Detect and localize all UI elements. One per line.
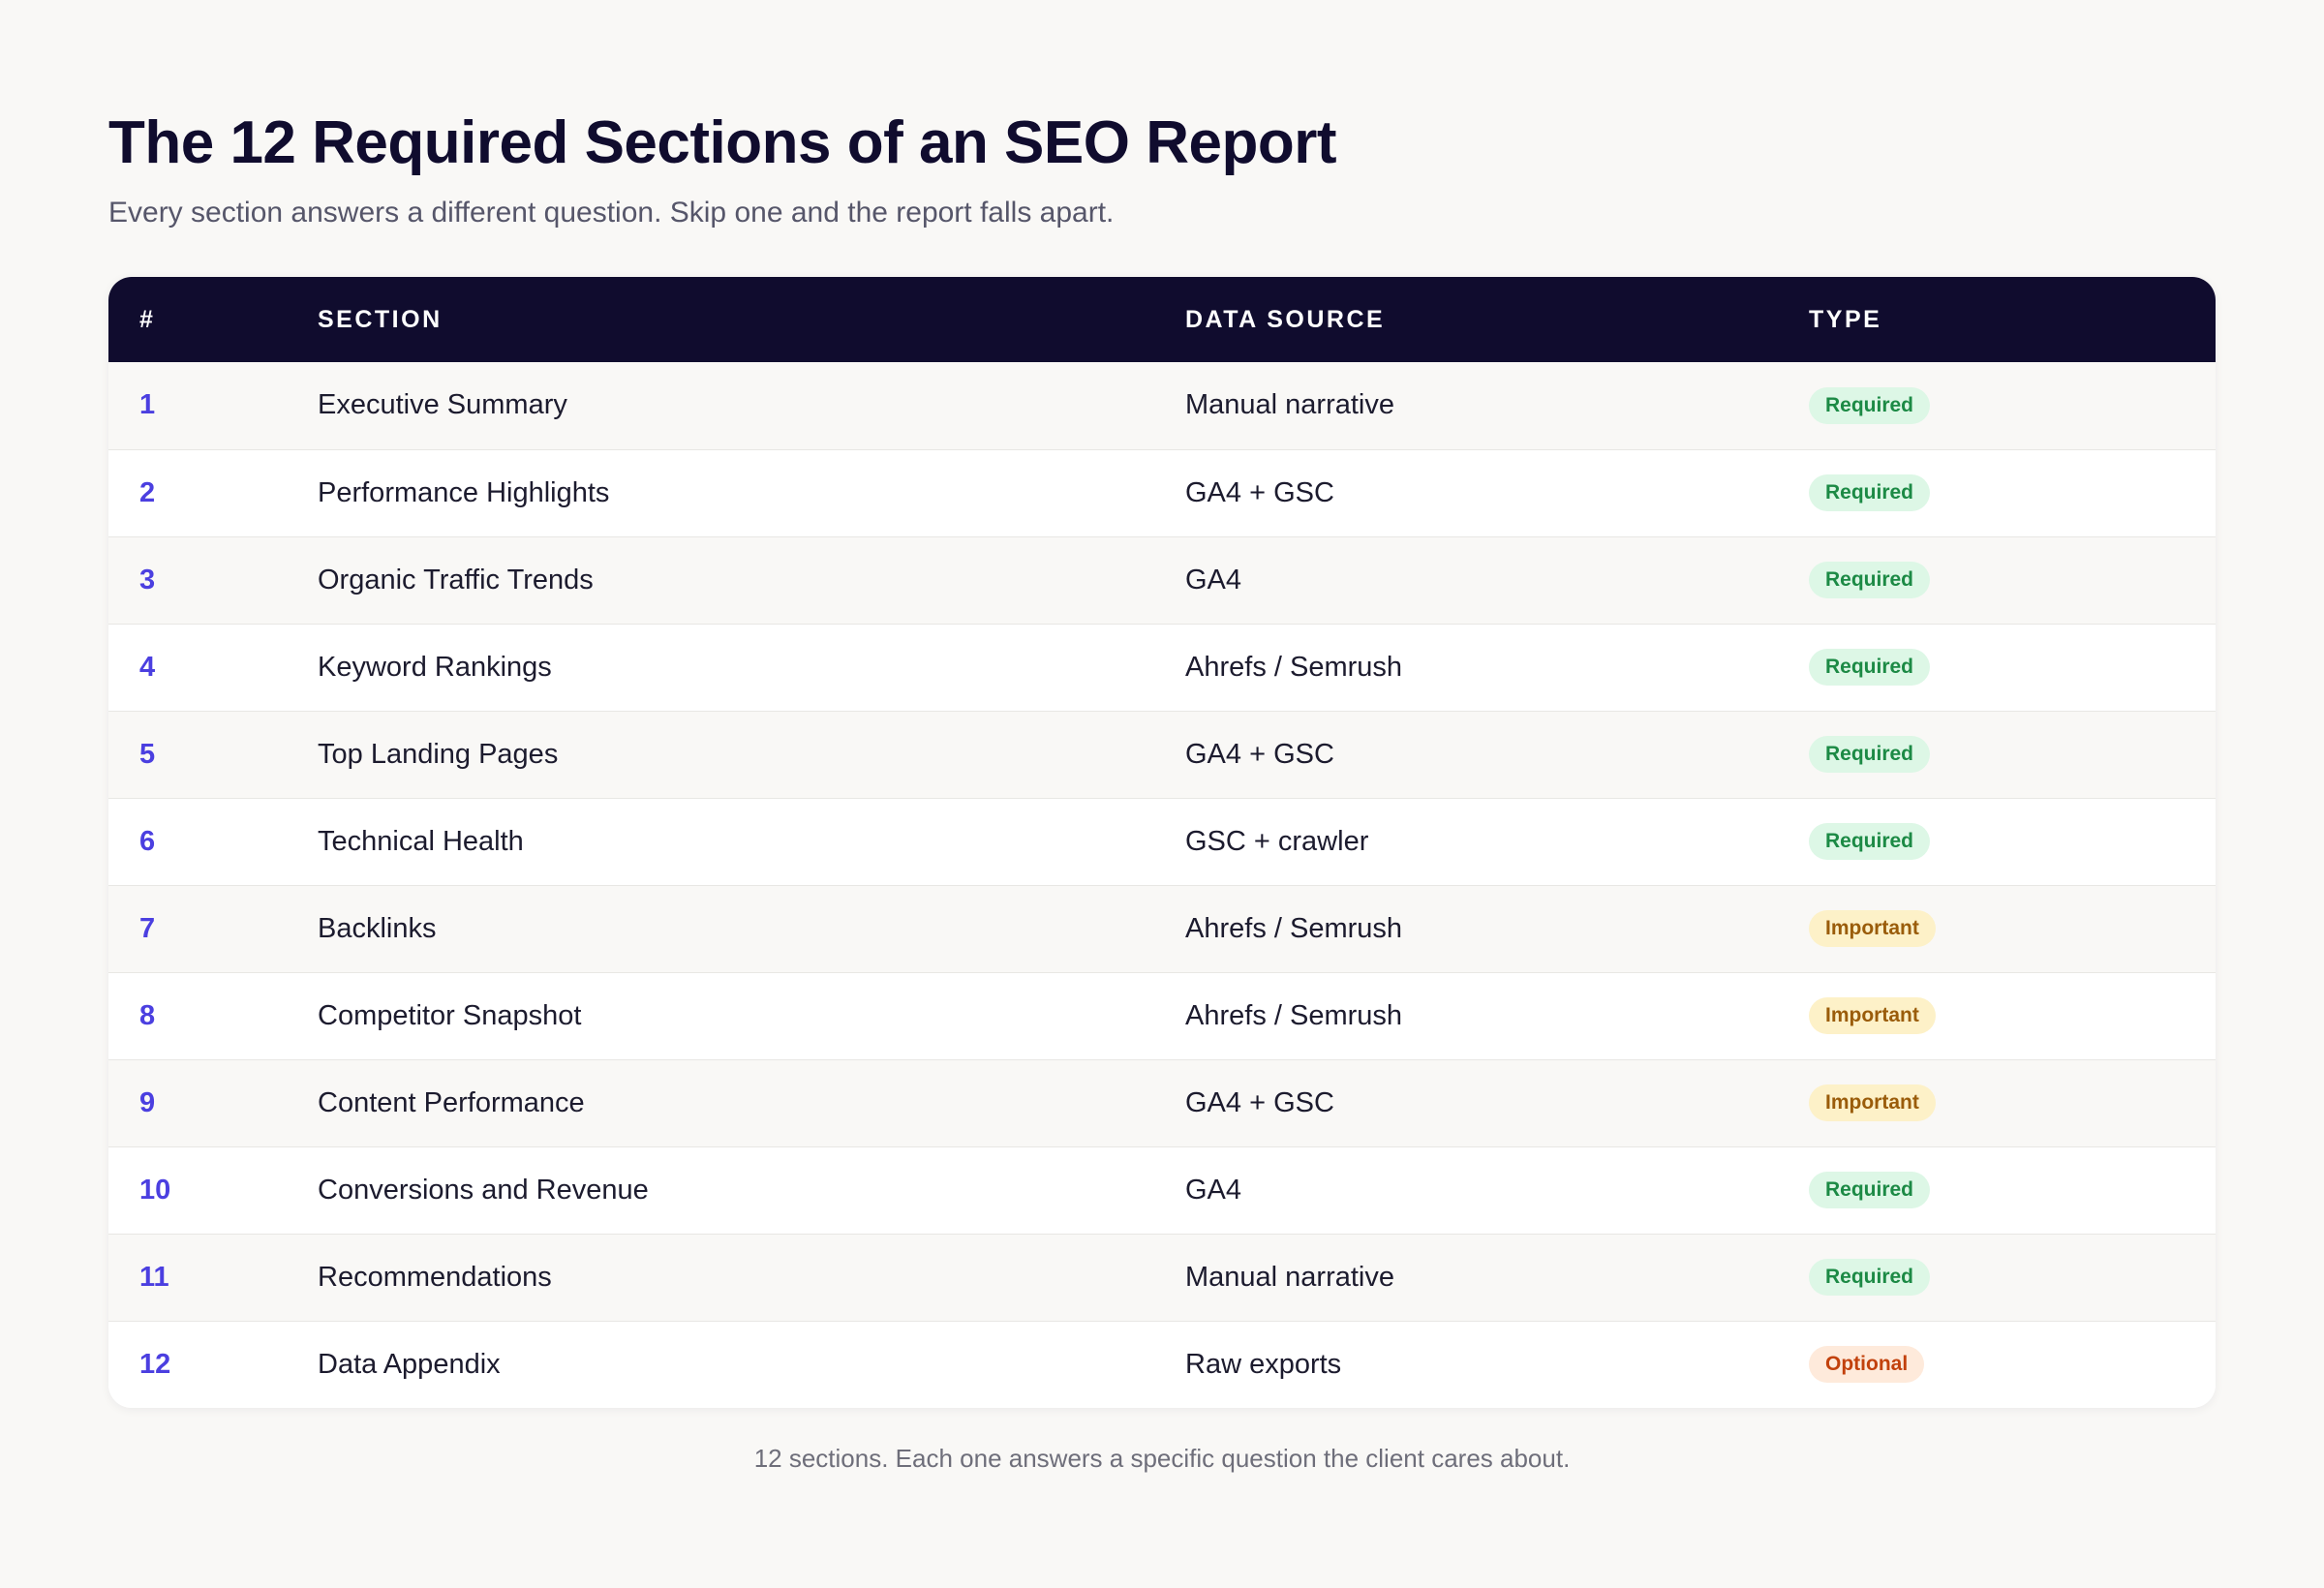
type-badge: Important [1809, 997, 1936, 1034]
data-source: GSC + crawler [1185, 825, 1369, 857]
column-header-section: SECTION [318, 305, 443, 333]
section-name: Organic Traffic Trends [318, 564, 594, 596]
section-name: Competitor Snapshot [318, 999, 582, 1031]
type-badge: Optional [1809, 1346, 1925, 1384]
type-badge: Required [1809, 1172, 1931, 1208]
table-row: 3 Organic Traffic Trends GA4 Required [108, 536, 2216, 624]
row-number: 1 [139, 389, 156, 421]
section-name: Performance Highlights [318, 476, 610, 508]
column-header-type: TYPE [1809, 305, 1882, 333]
section-name: Top Landing Pages [318, 738, 559, 770]
type-cell: Required [1809, 624, 2216, 711]
section-name: Data Appendix [318, 1348, 501, 1380]
page-subtitle: Every section answers a different questi… [108, 197, 1115, 229]
row-number: 7 [139, 912, 156, 944]
table-row: 6 Technical Health GSC + crawler Required [108, 798, 2216, 885]
row-number: 4 [139, 651, 156, 683]
section-name: Conversions and Revenue [318, 1174, 649, 1206]
type-badge: Important [1809, 1084, 1936, 1121]
type-cell: Required [1809, 1146, 2216, 1234]
row-number: 5 [139, 738, 156, 770]
type-badge: Required [1809, 1259, 1931, 1296]
row-number: 10 [139, 1174, 171, 1206]
table-row: 2 Performance Highlights GA4 + GSC Required [108, 449, 2216, 536]
data-source: Manual narrative [1185, 389, 1394, 421]
type-cell: Required [1809, 449, 2216, 536]
type-cell: Required [1809, 536, 2216, 624]
data-source: Ahrefs / Semrush [1185, 912, 1403, 944]
row-number: 2 [139, 476, 156, 508]
table-header: # SECTION DATA SOURCE TYPE [108, 277, 2216, 362]
table-row: 1 Executive Summary Manual narrative Requir… [108, 362, 2216, 449]
table-body: 1 Executive Summary Manual narrative Requir… [108, 362, 2216, 1408]
table-row: 5 Top Landing Pages GA4 + GSC Required [108, 711, 2216, 798]
table-row: 8 Competitor Snapshot Ahrefs / Semrush Impo… [108, 972, 2216, 1059]
type-cell: Important [1809, 1059, 2216, 1146]
page-title: The 12 Required Sections of an SEO Repor… [108, 109, 1336, 176]
data-source: Ahrefs / Semrush [1185, 651, 1403, 683]
row-number: 3 [139, 564, 156, 596]
row-number: 12 [139, 1348, 171, 1380]
data-source: GA4 [1185, 564, 1242, 596]
row-number: 8 [139, 999, 156, 1031]
sections-table-card: # SECTION DATA SOURCE TYPE 1 Executive Su… [108, 277, 2216, 1408]
report-container: The 12 Required Sections of an SEO Repor… [108, 103, 2216, 1408]
section-name: Technical Health [318, 825, 524, 857]
row-number: 11 [139, 1261, 169, 1293]
section-name: Keyword Rankings [318, 651, 552, 683]
table-row: 11 Recommendations Manual narrative Require… [108, 1234, 2216, 1321]
type-badge: Required [1809, 649, 1931, 686]
row-number: 9 [139, 1086, 156, 1118]
type-badge: Required [1809, 562, 1931, 598]
section-name: Recommendations [318, 1261, 552, 1293]
table-row: 9 Content Performance GA4 + GSC Important [108, 1059, 2216, 1146]
type-cell: Optional [1809, 1321, 2216, 1408]
type-badge: Important [1809, 910, 1936, 947]
type-badge: Required [1809, 736, 1931, 773]
table-row: 7 Backlinks Ahrefs / Semrush Important [108, 885, 2216, 972]
type-cell: Required [1809, 1234, 2216, 1321]
type-cell: Required [1809, 362, 2216, 449]
footer-note: 12 sections. Each one answers a specific… [753, 1444, 1571, 1473]
type-badge: Required [1809, 823, 1931, 860]
type-badge: Required [1809, 386, 1931, 424]
type-cell: Important [1809, 972, 2216, 1059]
column-header-number: # [139, 305, 156, 333]
data-source: Manual narrative [1185, 1261, 1394, 1293]
section-name: Executive Summary [318, 389, 567, 421]
type-cell: Important [1809, 885, 2216, 972]
data-source: Ahrefs / Semrush [1185, 999, 1403, 1031]
data-source: GA4 + GSC [1185, 476, 1334, 508]
type-cell: Required [1809, 711, 2216, 798]
table-row: 12 Data Appendix Raw exports Optional [108, 1321, 2216, 1408]
row-number: 6 [139, 825, 156, 857]
data-source: GA4 + GSC [1185, 738, 1334, 770]
table-header-row: # SECTION DATA SOURCE TYPE [108, 277, 2216, 362]
data-source: Raw exports [1185, 1348, 1342, 1380]
type-cell: Required [1809, 798, 2216, 885]
data-source: GA4 [1185, 1174, 1242, 1206]
sections-table: # SECTION DATA SOURCE TYPE 1 Executive Su… [108, 277, 2216, 1408]
type-badge: Required [1809, 474, 1931, 511]
table-row: 10 Conversions and Revenue GA4 Required [108, 1146, 2216, 1234]
section-name: Backlinks [318, 912, 437, 944]
section-name: Content Performance [318, 1086, 585, 1118]
column-header-data-source: DATA SOURCE [1185, 305, 1386, 333]
table-row: 4 Keyword Rankings Ahrefs / Semrush Require… [108, 624, 2216, 711]
data-source: GA4 + GSC [1185, 1086, 1334, 1118]
